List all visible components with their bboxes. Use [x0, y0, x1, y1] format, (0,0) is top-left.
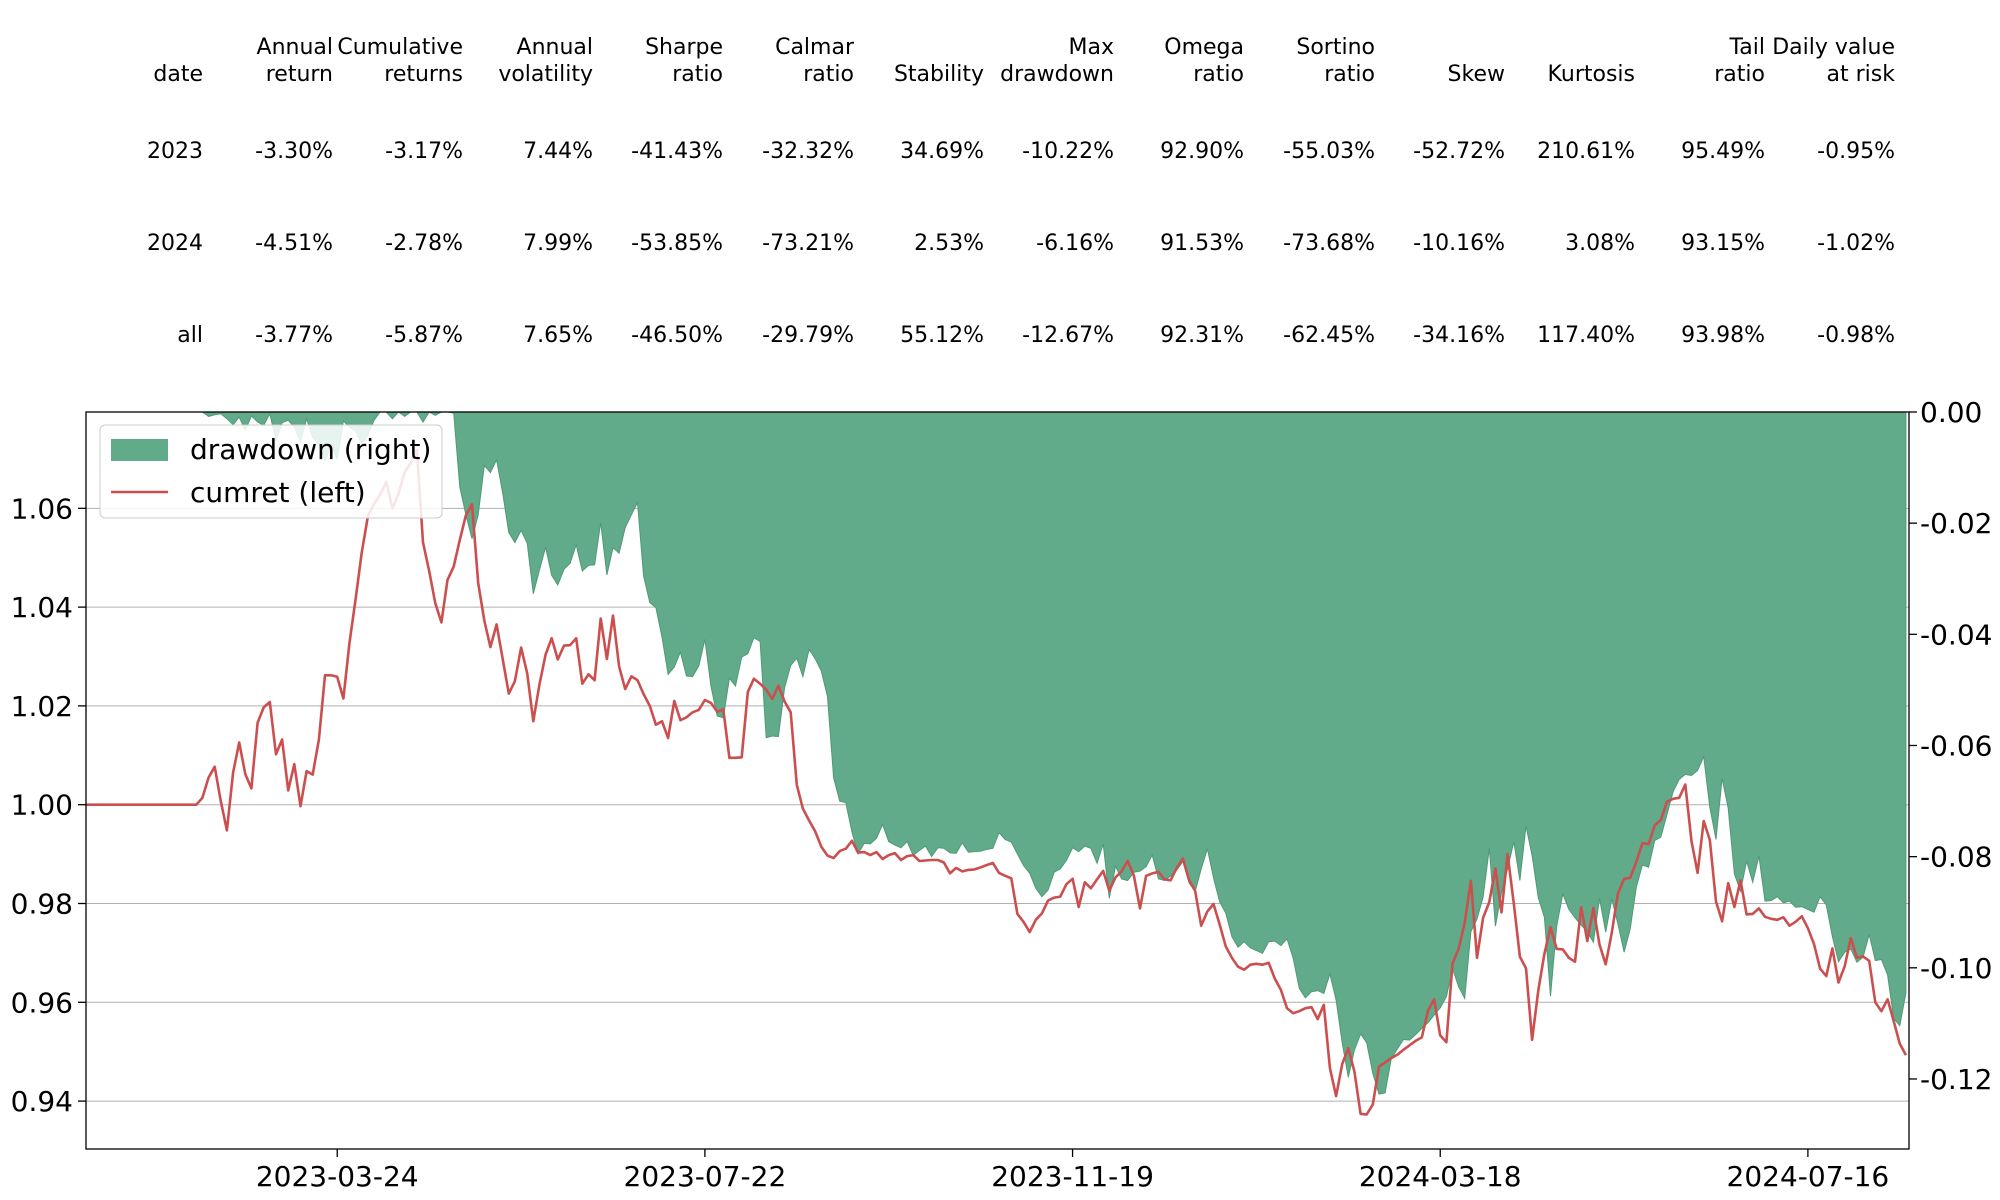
y-right-tick-label: -0.10 [1920, 952, 1992, 985]
y-right-tick-label: -0.08 [1920, 841, 1992, 874]
x-tick-label: 2023-11-19 [991, 1160, 1154, 1193]
x-tick-label: 2024-03-18 [1359, 1160, 1522, 1193]
y-left-tick-label: 1.02 [11, 690, 73, 723]
y-right-tick-label: -0.04 [1920, 618, 1992, 651]
y-left-tick-label: 0.98 [11, 887, 73, 920]
y-right-tick-label: 0.00 [1920, 396, 1982, 429]
y-left-tick-label: 0.96 [11, 986, 73, 1019]
legend-label-drawdown: drawdown (right) [190, 433, 431, 466]
y-right-tick-label: -0.06 [1920, 729, 1992, 762]
legend-swatch-drawdown [111, 439, 168, 461]
y-right-tick-label: -0.12 [1920, 1063, 1992, 1096]
y-left-tick-label: 1.06 [11, 492, 73, 525]
x-tick-label: 2023-07-22 [624, 1160, 787, 1193]
y-left-tick-label: 0.94 [11, 1085, 73, 1118]
legend-label-cumret: cumret (left) [190, 476, 366, 509]
y-left-tick-label: 1.00 [11, 789, 73, 822]
x-tick-label: 2024-07-16 [1727, 1160, 1890, 1193]
y-right-tick-label: -0.02 [1920, 507, 1992, 540]
legend: drawdown (right) cumret (left) [100, 425, 442, 518]
x-tick-label: 2023-03-24 [256, 1160, 419, 1193]
y-left-tick-label: 1.04 [11, 591, 73, 624]
